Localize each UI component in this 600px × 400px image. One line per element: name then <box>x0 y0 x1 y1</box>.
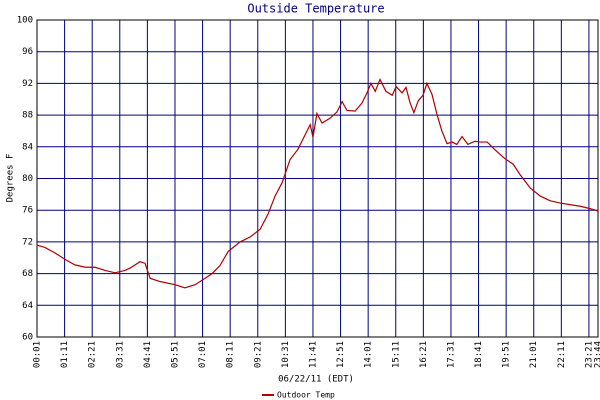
x-tick-label: 18:41 <box>474 341 484 368</box>
x-tick-label: 10:31 <box>281 341 291 368</box>
y-tick-label: 64 <box>22 301 33 311</box>
chart-title: Outside Temperature <box>247 2 384 16</box>
x-tick-label: 09:21 <box>253 341 263 368</box>
plot-border <box>36 19 599 338</box>
y-tick-label: 68 <box>22 269 33 279</box>
y-tick-label: 72 <box>22 237 33 247</box>
x-tick-label: 08:11 <box>226 341 236 368</box>
x-tick-label: 16:21 <box>419 341 429 368</box>
x-tick-label: 12:51 <box>336 341 346 368</box>
x-tick-label: 23:44 <box>594 341 600 368</box>
x-tick-label: 23:21 <box>584 341 594 368</box>
x-tick-label: 15:11 <box>391 341 401 368</box>
x-tick-label: 11:41 <box>308 341 318 368</box>
y-tick-label: 92 <box>22 79 33 89</box>
legend-label: Outdoor Temp <box>277 391 335 400</box>
x-tick-label: 04:41 <box>143 341 153 368</box>
y-tick-label: 84 <box>22 142 33 152</box>
x-tick-label: 00:01 <box>33 341 43 368</box>
y-tick-label: 80 <box>22 174 33 184</box>
y-tick-label: 96 <box>22 47 33 57</box>
x-tick-label: 21:01 <box>529 341 539 368</box>
y-axis-label: Degrees F <box>6 154 16 203</box>
x-tick-label: 22:11 <box>557 341 567 368</box>
y-tick-label: 76 <box>22 206 33 216</box>
y-tick-label: 60 <box>22 333 33 343</box>
y-tick-label: 88 <box>22 111 33 121</box>
x-tick-label: 02:21 <box>88 341 98 368</box>
x-axis-label: 06/22/11 (EDT) <box>278 375 354 385</box>
x-tick-label: 17:31 <box>446 341 456 368</box>
data-line <box>36 77 599 289</box>
x-tick-label: 03:31 <box>115 341 125 368</box>
x-tick-label: 14:01 <box>364 341 374 368</box>
y-tick-label: 100 <box>17 16 33 26</box>
x-tick-label: 05:51 <box>170 341 180 368</box>
x-tick-label: 01:11 <box>60 341 70 368</box>
x-tick-label: 19:51 <box>502 341 512 368</box>
x-tick-label: 07:01 <box>198 341 208 368</box>
